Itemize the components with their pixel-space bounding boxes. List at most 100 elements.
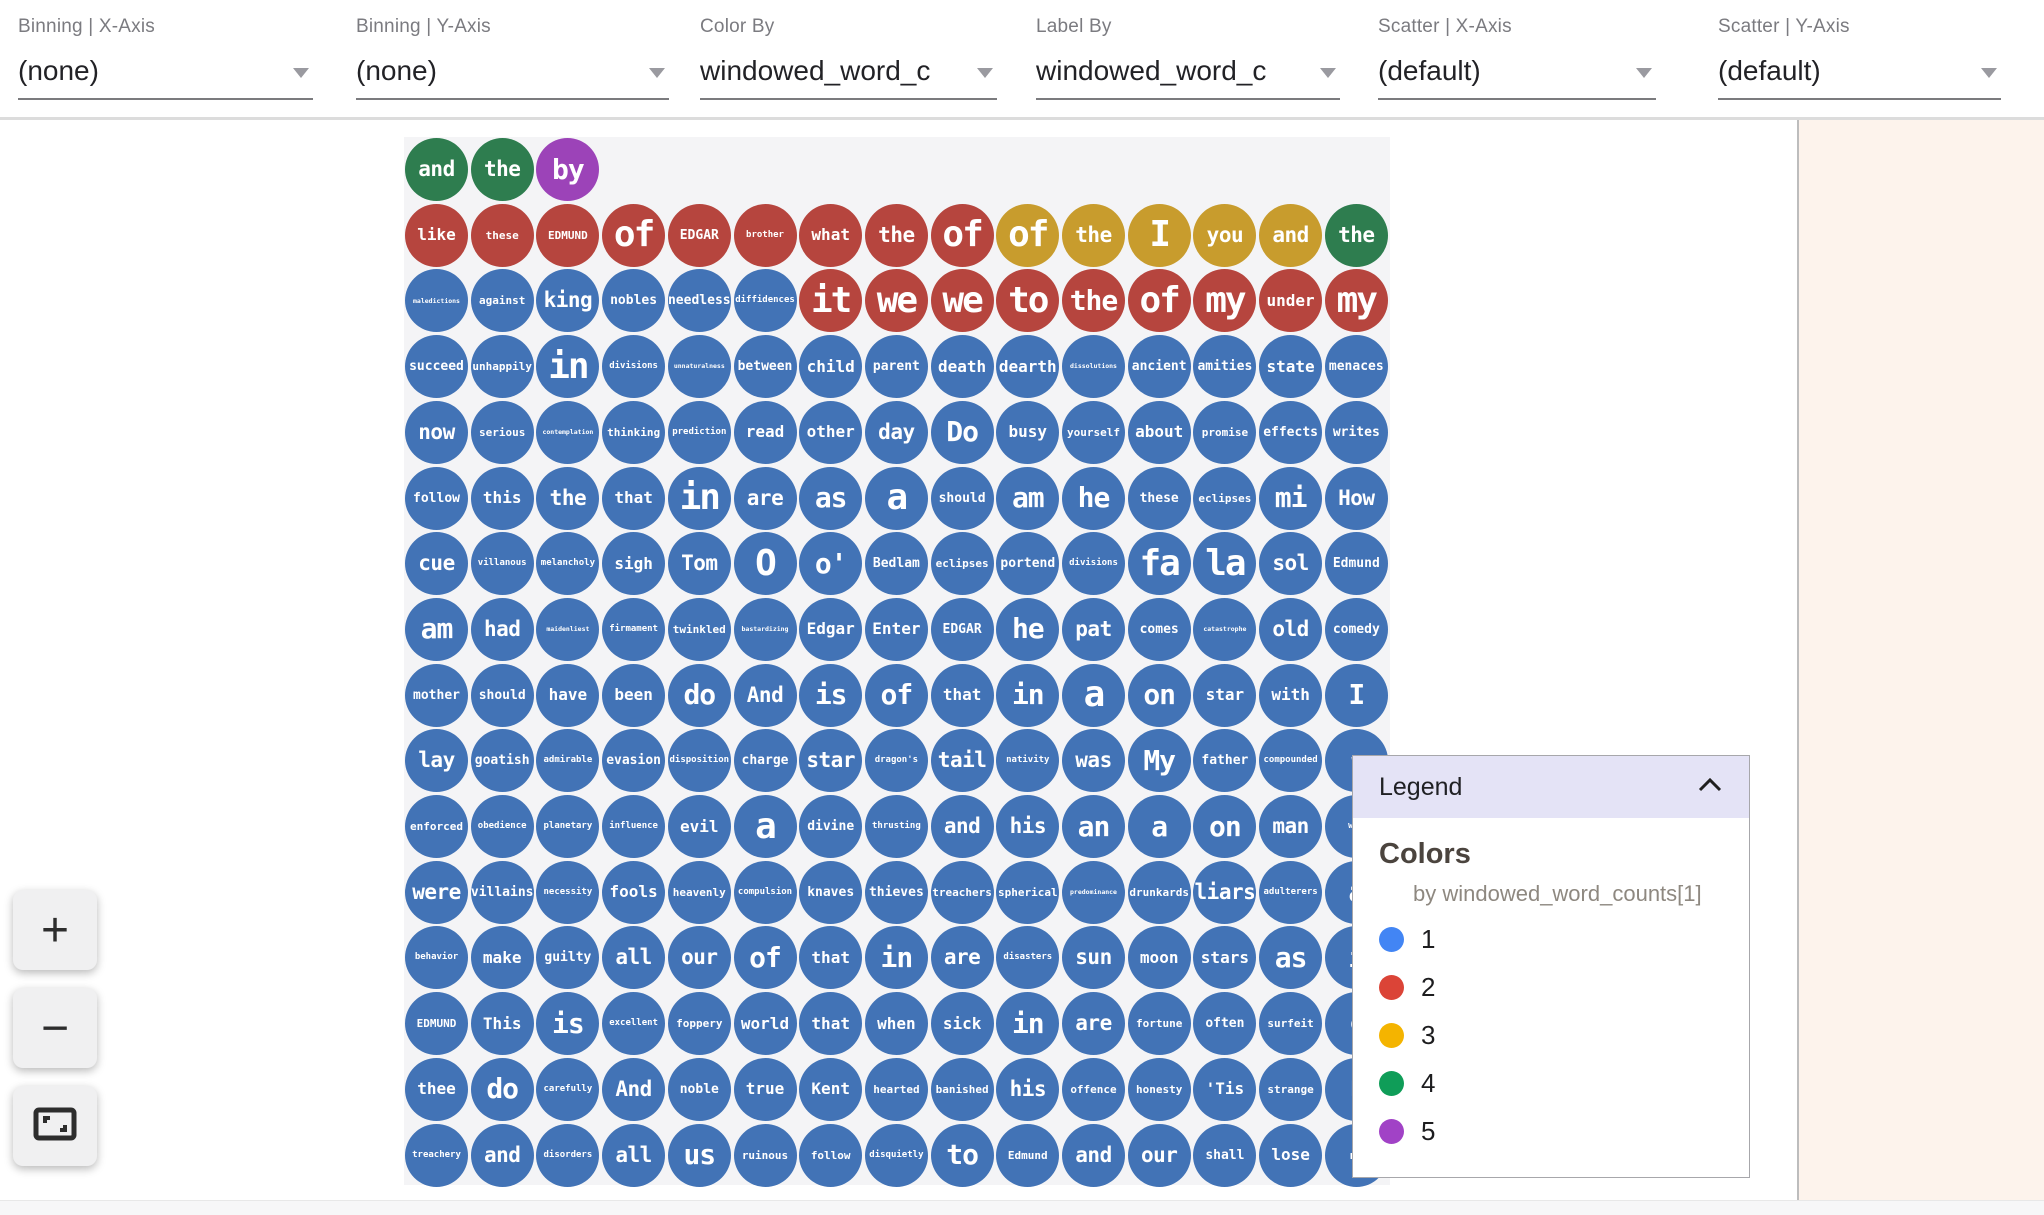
word-bubble[interactable]: admirable: [536, 729, 600, 793]
word-bubble[interactable]: is: [799, 663, 863, 727]
word-bubble[interactable]: diffidences: [733, 269, 797, 333]
word-bubble[interactable]: fa: [1127, 532, 1191, 596]
word-bubble[interactable]: dearth: [996, 335, 1060, 399]
word-bubble[interactable]: shall: [1193, 1123, 1257, 1187]
word-bubble[interactable]: are: [733, 466, 797, 530]
word-bubble[interactable]: divisions: [1062, 532, 1125, 596]
word-bubble[interactable]: O: [733, 532, 797, 596]
word-bubble[interactable]: a: [864, 466, 928, 530]
word-bubble[interactable]: as: [1259, 926, 1323, 990]
word-bubble[interactable]: Edmund: [996, 1123, 1060, 1187]
word-bubble[interactable]: death: [930, 335, 994, 399]
word-bubble[interactable]: catastrophe: [1193, 597, 1257, 661]
word-bubble[interactable]: prediction: [667, 400, 731, 464]
word-bubble[interactable]: these: [470, 203, 534, 267]
word-bubble[interactable]: o': [799, 532, 863, 596]
dropdown-color-by[interactable]: Color By windowed_word_c: [700, 16, 997, 100]
word-bubble[interactable]: disasters: [996, 926, 1060, 990]
word-bubble[interactable]: do: [470, 1057, 534, 1121]
word-bubble[interactable]: Edgar: [799, 597, 863, 661]
word-bubble[interactable]: a: [733, 795, 797, 858]
word-bubble[interactable]: all: [602, 1123, 666, 1187]
word-bubble[interactable]: should: [470, 663, 534, 727]
word-bubble[interactable]: do: [667, 663, 731, 727]
word-bubble[interactable]: busy: [996, 400, 1060, 464]
word-bubble[interactable]: fortune: [1127, 992, 1191, 1056]
word-bubble[interactable]: 'Tis: [1193, 1057, 1257, 1121]
word-bubble[interactable]: man: [1259, 795, 1323, 858]
dropdown-binning-y-axis[interactable]: Binning | Y-Axis (none): [356, 16, 669, 100]
word-bubble[interactable]: twinkled: [667, 597, 731, 661]
word-bubble[interactable]: are: [930, 926, 994, 990]
zoom-in-button[interactable]: +: [13, 890, 97, 970]
word-bubble[interactable]: evasion: [602, 729, 666, 793]
word-bubble[interactable]: charge: [733, 729, 797, 793]
word-bubble[interactable]: villains: [470, 860, 534, 924]
word-bubble[interactable]: My: [1127, 729, 1191, 793]
word-bubble[interactable]: EDMUND: [405, 992, 468, 1056]
word-bubble[interactable]: parent: [864, 335, 928, 399]
word-bubble[interactable]: thrusting: [864, 795, 928, 858]
dropdown-label-by[interactable]: Label By windowed_word_c: [1036, 16, 1340, 100]
dropdown-select[interactable]: (none): [356, 44, 669, 100]
word-bubble[interactable]: foppery: [667, 992, 731, 1056]
word-bubble[interactable]: nobles: [602, 269, 666, 333]
word-bubble[interactable]: firmament: [602, 597, 666, 661]
word-bubble[interactable]: of: [1127, 269, 1191, 333]
word-bubble[interactable]: am: [996, 466, 1060, 530]
word-bubble[interactable]: was: [1062, 729, 1125, 793]
word-bubble[interactable]: sol: [1259, 532, 1323, 596]
word-bubble[interactable]: as: [799, 466, 863, 530]
word-bubble[interactable]: amities: [1193, 335, 1257, 399]
word-bubble[interactable]: our: [667, 926, 731, 990]
word-bubble[interactable]: melancholy: [536, 532, 600, 596]
word-bubble[interactable]: honesty: [1127, 1057, 1191, 1121]
word-bubble[interactable]: our: [1127, 1123, 1191, 1187]
word-bubble[interactable]: spherical: [996, 860, 1060, 924]
word-bubble[interactable]: strange: [1259, 1057, 1323, 1121]
word-bubble[interactable]: needless: [667, 269, 731, 333]
word-bubble[interactable]: Bedlam: [864, 532, 928, 596]
word-bubble[interactable]: he: [996, 597, 1060, 661]
word-bubble[interactable]: tail: [930, 729, 994, 793]
word-bubble[interactable]: compounded: [1259, 729, 1323, 793]
word-bubble[interactable]: dissolutions: [1062, 335, 1125, 399]
word-bubble[interactable]: you: [1193, 203, 1257, 267]
word-bubble[interactable]: a: [1062, 663, 1125, 727]
word-bubble[interactable]: Enter: [864, 597, 928, 661]
word-bubble[interactable]: divine: [799, 795, 863, 858]
word-bubble[interactable]: us: [667, 1123, 731, 1187]
word-bubble[interactable]: comedy: [1324, 597, 1388, 661]
word-bubble[interactable]: divisions: [602, 335, 666, 399]
word-bubble[interactable]: that: [930, 663, 994, 727]
dropdown-binning-x-axis[interactable]: Binning | X-Axis (none): [18, 16, 313, 100]
word-bubble[interactable]: enforced: [405, 795, 468, 858]
word-bubble[interactable]: disquietly: [864, 1123, 928, 1187]
word-bubble[interactable]: what: [799, 203, 863, 267]
word-bubble[interactable]: that: [602, 466, 666, 530]
word-bubble[interactable]: in: [996, 663, 1060, 727]
word-bubble[interactable]: bastardizing: [733, 597, 797, 661]
word-bubble[interactable]: comes: [1127, 597, 1191, 661]
word-bubble[interactable]: the: [470, 138, 534, 201]
word-bubble[interactable]: were: [405, 860, 468, 924]
word-bubble[interactable]: to: [996, 269, 1060, 333]
word-bubble[interactable]: and: [405, 138, 468, 201]
word-bubble[interactable]: unhappily: [470, 335, 534, 399]
word-bubble[interactable]: the: [1062, 203, 1125, 267]
word-bubble[interactable]: evil: [667, 795, 731, 858]
word-bubble[interactable]: hearted: [864, 1057, 928, 1121]
word-bubble[interactable]: promise: [1193, 400, 1257, 464]
word-bubble[interactable]: by: [536, 138, 600, 201]
word-bubble[interactable]: his: [996, 1057, 1060, 1121]
word-bubble[interactable]: of: [996, 203, 1060, 267]
word-bubble[interactable]: offence: [1062, 1057, 1125, 1121]
word-bubble[interactable]: in: [536, 335, 600, 399]
word-bubble[interactable]: behavior: [405, 926, 468, 990]
word-bubble[interactable]: nativity: [996, 729, 1060, 793]
dropdown-select[interactable]: (default): [1718, 44, 2001, 100]
word-bubble[interactable]: adulterers: [1259, 860, 1323, 924]
word-bubble[interactable]: sigh: [602, 532, 666, 596]
dropdown-select[interactable]: windowed_word_c: [700, 44, 997, 100]
word-bubble[interactable]: guilty: [536, 926, 600, 990]
